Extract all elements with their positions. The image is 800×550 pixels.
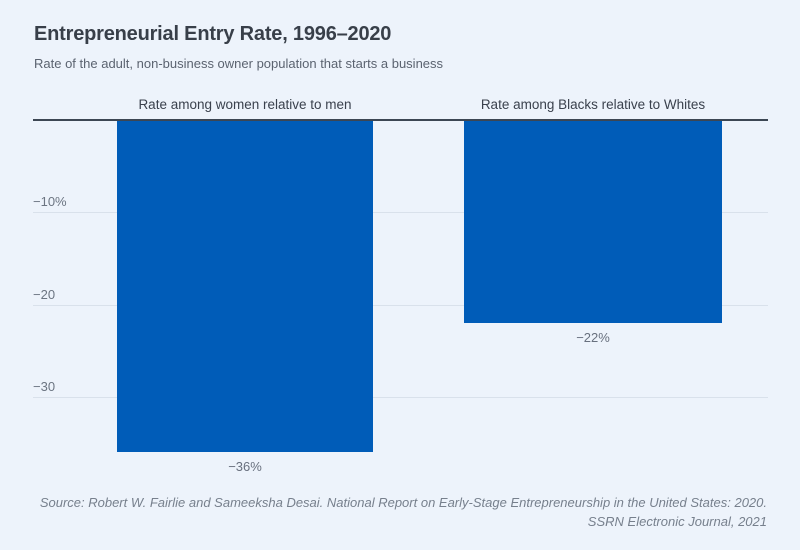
bar-1	[117, 121, 373, 452]
gridline	[33, 305, 768, 306]
chart-subtitle: Rate of the adult, non-business owner po…	[34, 56, 444, 71]
category-label: Rate among women relative to men	[138, 97, 352, 112]
bar-value-label: −22%	[576, 330, 610, 345]
category-label: Rate among Blacks relative to Whites	[480, 97, 706, 112]
zero-axis-line	[33, 119, 768, 121]
y-axis-tick-label: −10%	[33, 194, 67, 209]
source-note: Source: Robert W. Fairlie and Sameeksha …	[27, 493, 767, 531]
gridline	[33, 212, 768, 213]
gridline	[33, 397, 768, 398]
chart-title: Entrepreneurial Entry Rate, 1996–2020	[34, 23, 392, 45]
bar-2	[464, 121, 722, 323]
source-line-1: Source: Robert W. Fairlie and Sameeksha …	[39, 495, 767, 510]
bar-value-label: −36%	[228, 459, 262, 474]
source-line-2: SSRN Electronic Journal, 2021	[587, 514, 767, 529]
y-axis-tick-label: −20	[33, 287, 56, 302]
y-axis-tick-label: −30	[33, 379, 56, 394]
